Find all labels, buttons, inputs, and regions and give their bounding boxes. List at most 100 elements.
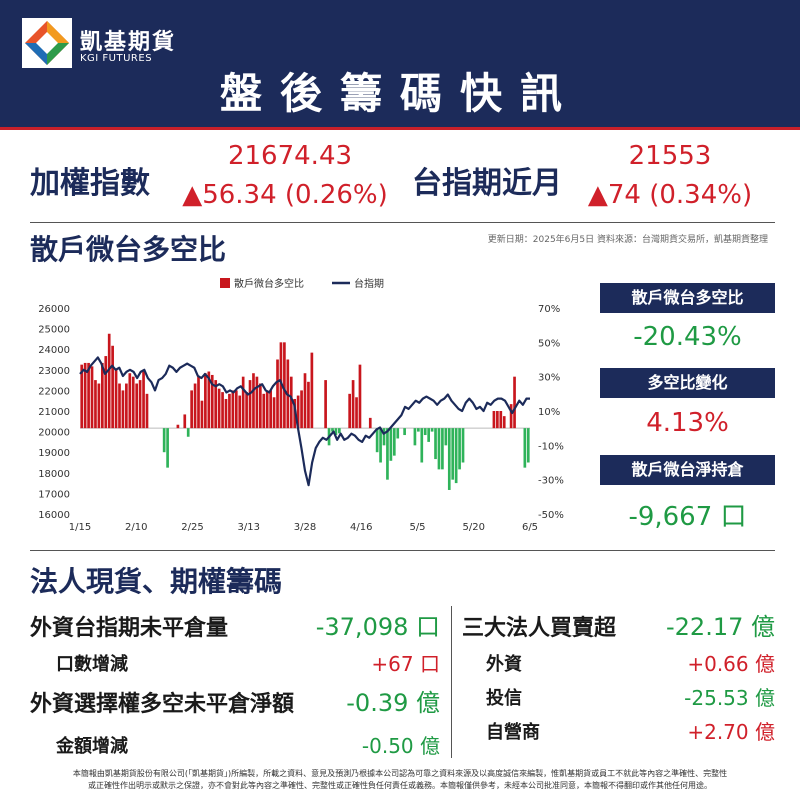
ratio-bar: [303, 373, 307, 429]
ratio-bar: [289, 376, 293, 429]
ratio-bar: [131, 376, 135, 429]
ratio-bar: [200, 400, 204, 429]
ratio-bar: [210, 374, 214, 429]
ratio-bar: [351, 380, 355, 429]
ratio-bar: [145, 393, 149, 429]
ratio-bar: [413, 428, 417, 446]
ratio-bar: [100, 362, 104, 429]
page-title: 盤後籌碼快訊: [219, 69, 580, 118]
ratio-bar: [461, 428, 465, 463]
taiex-label: 加權指數: [30, 166, 150, 201]
disclaimer-line-1: 本簡報由凱基期貨股份有限公司(「凱基期貨」)所編製，所載之資料、意見及預測乃根據…: [72, 769, 728, 778]
ratio-bar: [125, 383, 128, 429]
ratio-bar: [259, 383, 262, 429]
y-left-tick-label: 17000: [38, 489, 70, 500]
ratio-bar: [355, 397, 358, 429]
ratio-bar: [417, 428, 420, 432]
ratio-bar: [502, 416, 506, 429]
ratio-bar: [434, 428, 437, 460]
ratio-bar: [272, 397, 276, 429]
x-tick-label: 2/10: [125, 522, 147, 533]
column-divider: [451, 606, 452, 758]
ratio-bar: [228, 393, 231, 429]
y-left-tick-label: 20000: [38, 428, 70, 439]
ratio-bar: [379, 428, 382, 463]
change-head: 多空比變化: [600, 368, 775, 398]
foreign-fut-label: 外資台指期未平倉量: [30, 616, 229, 641]
ratio-bar: [447, 428, 451, 490]
legend-label-ratio: 散戶微台多空比: [234, 277, 304, 290]
legend-label-futures: 台指期: [354, 277, 384, 290]
brand-name: 凱基期貨: [80, 30, 177, 55]
trust-label: 投信: [486, 688, 522, 709]
ratio-bar: [197, 376, 200, 429]
ratio-bar: [523, 428, 527, 468]
ratio-bar: [221, 392, 224, 429]
taiex-value: 21674.43: [227, 141, 353, 171]
amount-change-value: -0.50 億: [361, 734, 440, 758]
x-tick-label: 5/5: [409, 522, 425, 533]
ratio-bar: [217, 388, 221, 429]
net-head: 散戶微台淨持倉: [600, 455, 775, 485]
ratio-bar: [248, 380, 252, 429]
ratio-bar: [444, 428, 448, 446]
ratio-bar: [80, 364, 84, 429]
header-divider: [0, 127, 800, 130]
disclaimer-line-2: 或正確性作出明示或默示之保證，亦不會對此等內容之準確性、完整性或正確性負任何責任…: [88, 781, 712, 790]
ratio-bar: [279, 342, 283, 429]
x-tick-label: 1/15: [69, 522, 91, 533]
futures-line: [79, 356, 530, 487]
foreign-opt-label: 外資選擇權多空未平倉淨額: [30, 692, 295, 717]
divider: [30, 222, 775, 223]
x-tick-label: 2/25: [181, 522, 203, 533]
ratio-bar: [176, 424, 180, 429]
ratio-bar: [441, 428, 444, 470]
ratio-bar: [241, 376, 245, 429]
institutional-title: 法人現貨、期權籌碼: [30, 565, 283, 598]
ratio-bar: [265, 390, 269, 429]
ratio-bar: [269, 390, 272, 429]
ratio-bar: [509, 404, 513, 429]
ratio-bar: [358, 364, 362, 429]
ratio-bar: [83, 362, 87, 429]
y-left-tick-label: 22000: [38, 386, 70, 397]
ratio-bar: [451, 428, 455, 480]
lots-change-label: 口數增減: [56, 654, 128, 675]
ratio-bar: [420, 428, 424, 463]
ratio-bar: [234, 390, 238, 429]
ratio-bar: [331, 428, 334, 432]
ratio-bar: [324, 380, 327, 429]
ratio-bar: [90, 366, 94, 429]
ratio-bar: [513, 376, 516, 429]
foreign-opt-value: -0.39 億: [346, 689, 440, 717]
ratio-bar: [183, 414, 187, 429]
y-left-tick-label: 25000: [38, 325, 70, 336]
ratio-bar: [396, 428, 400, 439]
ratio-bar: [310, 352, 314, 429]
ratio-bar: [128, 373, 132, 429]
ratio-value: -20.43%: [633, 322, 742, 352]
kgi-logo-icon: [22, 18, 72, 68]
ratio-bar: [135, 383, 139, 429]
ratio-bar: [368, 417, 372, 429]
ratio-bar: [190, 390, 193, 429]
ratio-bar: [296, 395, 300, 429]
ratio-bar: [166, 428, 169, 468]
y-right-tick-label: 70%: [538, 304, 560, 315]
trust-value: -25.53 億: [684, 686, 775, 710]
ratio-bar: [338, 428, 341, 434]
ratio-bar: [300, 390, 303, 429]
header: 凱基期貨 KGI FUTURES 盤後籌碼快訊: [0, 0, 800, 130]
ratio-bar: [382, 428, 386, 446]
ratio-bar: [276, 359, 279, 429]
ratio-bar: [348, 393, 351, 429]
inst-value: -22.17 億: [666, 613, 775, 641]
y-left-tick-label: 18000: [38, 469, 70, 480]
y-right-tick-label: 10%: [538, 407, 560, 418]
y-left-tick-label: 23000: [38, 366, 70, 377]
tx-label: 台指期近月: [412, 166, 562, 201]
ratio-bar: [97, 383, 101, 429]
ratio-bar: [458, 428, 461, 470]
ratio-bar: [255, 376, 259, 429]
ratio-bar: [162, 428, 166, 453]
